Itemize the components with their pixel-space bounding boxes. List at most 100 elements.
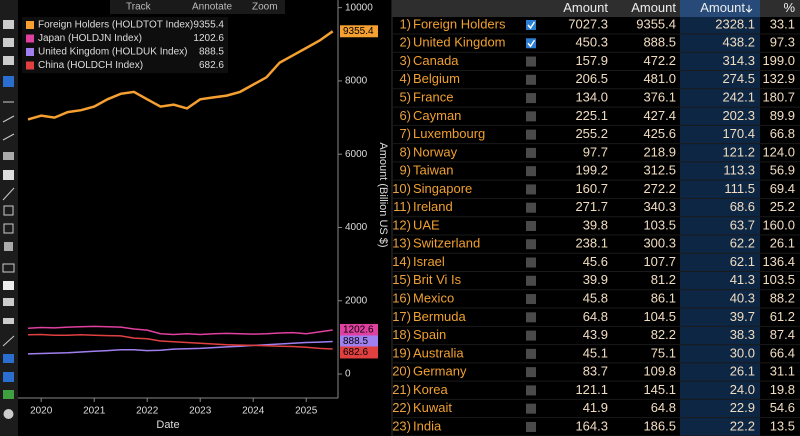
tool-icon[interactable] <box>2 187 15 201</box>
last-value-box <box>340 25 378 38</box>
tool-icon[interactable] <box>3 152 14 160</box>
left-toolbar <box>0 0 18 436</box>
row-checkbox[interactable] <box>526 294 536 305</box>
row-index: 2) <box>399 35 411 50</box>
row-checkbox[interactable] <box>526 111 536 122</box>
cell-value: 97.7 <box>583 144 608 159</box>
row-checkbox[interactable] <box>526 202 536 213</box>
tool-icon[interactable] <box>3 390 14 399</box>
row-checkbox[interactable] <box>526 20 536 30</box>
cell-value: 7027.3 <box>568 16 608 31</box>
tool-icon[interactable] <box>3 409 14 419</box>
row-checkbox[interactable] <box>526 93 536 104</box>
row-checkbox[interactable] <box>526 403 536 414</box>
row-checkbox[interactable] <box>526 367 536 378</box>
cell-value: 255.2 <box>575 126 608 141</box>
cell-value: 56.9 <box>770 163 795 178</box>
row-checkbox[interactable] <box>526 129 536 140</box>
legend-value: 1202.6 <box>193 33 224 44</box>
row-name: UAE <box>413 217 440 232</box>
tool-icon[interactable] <box>3 354 14 363</box>
tool-icon[interactable] <box>3 76 14 87</box>
row-name: Taiwan <box>413 163 453 178</box>
row-name: Luxembourg <box>413 126 485 141</box>
row-checkbox[interactable] <box>526 74 536 85</box>
tool-icon[interactable] <box>3 20 14 29</box>
sort-arrow[interactable] <box>745 5 753 13</box>
cell-value: 13.5 <box>770 418 795 433</box>
row-name: Foreign Holders <box>413 16 506 31</box>
column-header: Amount <box>700 0 745 15</box>
row-index: 23) <box>392 418 411 433</box>
annotate-button[interactable]: Annotate <box>192 2 232 13</box>
cell-value: 314.3 <box>722 53 755 68</box>
tool-icon[interactable] <box>3 56 14 65</box>
row-checkbox[interactable] <box>526 166 536 177</box>
cell-value: 121.2 <box>722 144 755 159</box>
row-checkbox[interactable] <box>526 385 536 396</box>
row-checkbox[interactable] <box>526 421 536 432</box>
y-tick-label: 8000 <box>345 76 368 87</box>
column-header: Amount <box>631 0 676 15</box>
row-checkbox[interactable] <box>526 184 536 195</box>
cell-value: 109.8 <box>643 364 676 379</box>
row-checkbox[interactable] <box>526 239 536 250</box>
tool-icon[interactable] <box>2 115 15 123</box>
legend-label: China (HOLDCH Index) <box>38 60 143 71</box>
row-checkbox[interactable] <box>526 220 536 231</box>
row-index: 9) <box>399 163 411 178</box>
row-checkbox[interactable] <box>526 312 536 323</box>
cell-value: 206.5 <box>575 71 608 86</box>
zoom-button[interactable]: Zoom <box>252 2 278 13</box>
tool-icon[interactable] <box>2 335 15 347</box>
cell-value: 160.0 <box>762 217 795 232</box>
tool-icon[interactable] <box>2 263 15 273</box>
row-checkbox[interactable] <box>526 147 536 158</box>
row-checkbox[interactable] <box>526 330 536 341</box>
cell-value: 22.9 <box>730 400 755 415</box>
cell-value: 22.2 <box>730 418 755 433</box>
tool-icon[interactable] <box>3 372 14 382</box>
cell-value: 225.1 <box>575 108 608 123</box>
track-button[interactable]: Track <box>126 2 152 13</box>
cell-value: 33.1 <box>770 16 795 31</box>
row-name: India <box>413 418 442 433</box>
tool-icon[interactable] <box>3 38 14 47</box>
tool-icon[interactable] <box>3 223 14 234</box>
cell-value: 164.3 <box>575 418 608 433</box>
legend-swatch <box>26 48 34 56</box>
cell-value: 450.3 <box>575 35 608 50</box>
tool-icon[interactable] <box>3 318 14 324</box>
row-name: Ireland <box>413 199 453 214</box>
cell-value: 145.1 <box>643 382 676 397</box>
row-index: 13) <box>392 236 411 251</box>
tool-icon[interactable] <box>3 205 14 216</box>
row-name: Kuwait <box>413 400 452 415</box>
toolbar-strip <box>110 0 285 14</box>
row-index: 10) <box>392 181 411 196</box>
y-tick-label: 4000 <box>345 222 368 233</box>
row-name: Singapore <box>413 181 472 196</box>
tool-icon[interactable] <box>4 242 13 251</box>
row-name: Germany <box>413 364 467 379</box>
toolbar-bg <box>0 0 18 436</box>
legend-label: Foreign Holders (HOLDTOT Index) <box>38 20 193 31</box>
tool-icon[interactable] <box>3 298 14 306</box>
cell-value: 132.9 <box>762 71 795 86</box>
row-name: France <box>413 90 453 105</box>
row-checkbox[interactable] <box>526 275 536 286</box>
checkmark <box>527 21 536 30</box>
row-checkbox[interactable] <box>526 257 536 268</box>
row-checkbox[interactable] <box>526 38 536 49</box>
legend: Foreign Holders (HOLDTOT Index) 9355.4 Jap… <box>22 17 228 73</box>
cell-value: 89.9 <box>770 108 795 123</box>
tool-icon[interactable] <box>3 281 14 290</box>
tool-icon[interactable] <box>2 133 15 141</box>
cell-value: 75.1 <box>651 345 676 360</box>
row-checkbox[interactable] <box>526 56 536 67</box>
cell-value: 218.9 <box>643 144 676 159</box>
row-checkbox[interactable] <box>526 348 536 359</box>
tool-icon[interactable] <box>3 170 14 180</box>
cell-value: 9355.4 <box>636 16 676 31</box>
cell-value: 202.3 <box>722 108 755 123</box>
